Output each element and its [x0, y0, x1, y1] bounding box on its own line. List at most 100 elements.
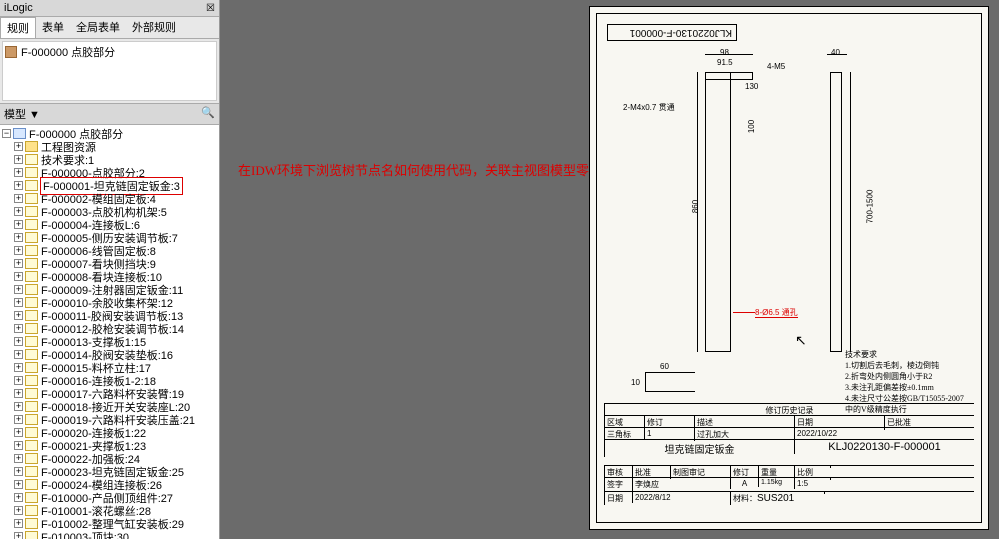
tab-forms[interactable]: 表单 — [36, 17, 70, 38]
dim-40: 40 — [831, 48, 840, 57]
model-panel: 模型 ▼ 🔍 −F-000000 点胶部分+工程图资源+技术要求:1+F-000… — [0, 103, 219, 539]
expand-icon[interactable]: + — [14, 298, 23, 307]
tb-company — [824, 492, 974, 494]
dimline-40 — [827, 54, 847, 55]
expand-icon[interactable]: + — [14, 194, 23, 203]
expand-icon[interactable]: + — [14, 493, 23, 502]
node-icon — [25, 375, 38, 386]
expand-icon[interactable]: − — [2, 129, 11, 138]
tb-role-lbl: 日期 — [604, 492, 632, 505]
treq-2: 2.折弯处内侧圆角小于R2 — [845, 371, 971, 382]
node-icon — [25, 453, 38, 464]
tb-blank2 — [830, 478, 974, 480]
search-icon[interactable]: 🔍 — [201, 106, 215, 122]
expand-icon[interactable]: + — [14, 480, 23, 489]
treq-title: 技术要求 — [845, 349, 971, 360]
dim-915: 91.5 — [717, 58, 733, 67]
canvas-area: 在IDW环境下浏览树节点名如何使用代码，关联主视图模型零件代号&描述， KLJ0… — [220, 0, 999, 539]
node-icon — [25, 505, 38, 516]
node-icon — [25, 466, 38, 477]
node-icon — [25, 362, 38, 373]
dimline-860 — [697, 72, 698, 352]
expand-icon[interactable]: + — [14, 207, 23, 216]
expand-icon[interactable]: + — [14, 181, 23, 190]
part-side — [830, 72, 842, 352]
expand-icon[interactable]: + — [14, 532, 23, 539]
dim-98: 98 — [720, 48, 729, 57]
treq-1: 1.切割后去毛刺，棱边倒钝 — [845, 360, 971, 371]
tb-wt-v: 1.15kg — [758, 478, 794, 487]
node-icon — [25, 349, 38, 360]
node-icon — [25, 180, 38, 191]
drawing-sheet: KLJ0220130-F-000001 98 91.5 4-M5 40 2-M4… — [589, 6, 989, 530]
node-icon — [25, 479, 38, 490]
expand-icon[interactable]: + — [14, 519, 23, 528]
expand-icon[interactable]: + — [14, 233, 23, 242]
drawing-viewport: 98 91.5 4-M5 40 2-M4x0.7 贯通 860 700-1500… — [605, 22, 973, 402]
node-icon — [25, 414, 38, 425]
dim-m4: 2-M4x0.7 贯通 — [623, 102, 675, 113]
node-icon — [25, 271, 38, 282]
left-panel: iLogic ☒ 规则 表单 全局表单 外部规则 F-000000 点胶部分 模… — [0, 0, 220, 539]
tab-rules[interactable]: 规则 — [0, 17, 36, 38]
dimline-700 — [850, 72, 851, 352]
node-icon — [25, 258, 38, 269]
expand-icon[interactable]: + — [14, 246, 23, 255]
expand-icon[interactable]: + — [14, 337, 23, 346]
dim-60: 60 — [660, 362, 669, 371]
expand-icon[interactable]: + — [14, 324, 23, 333]
node-icon — [25, 193, 38, 204]
tree-row[interactable]: +工程图资源 — [0, 140, 219, 153]
expand-icon[interactable]: + — [14, 311, 23, 320]
tb-scale-v: 1:5 — [794, 478, 830, 489]
expand-icon[interactable]: + — [14, 350, 23, 359]
expand-icon[interactable]: + — [14, 454, 23, 463]
tb-rev-appr-v — [884, 428, 974, 430]
treq-3: 3.未注孔距偏差按±0.1mm — [845, 382, 971, 393]
assembly-icon — [13, 128, 26, 139]
tb-mat-lbl: 材料： — [733, 493, 757, 504]
model-title[interactable]: 模型 ▼ — [4, 106, 40, 122]
tb-part-name: 坦克链固定钣金 — [604, 440, 794, 457]
expand-icon[interactable]: + — [14, 506, 23, 515]
ilogic-title-bar: iLogic ☒ — [0, 0, 219, 17]
node-icon — [25, 232, 38, 243]
expand-icon[interactable]: + — [14, 142, 23, 151]
drawing-border: KLJ0220130-F-000001 98 91.5 4-M5 40 2-M4… — [596, 13, 982, 523]
tab-global[interactable]: 全局表单 — [70, 17, 126, 38]
expand-icon[interactable]: + — [14, 272, 23, 281]
tab-external[interactable]: 外部规则 — [126, 17, 182, 38]
expand-icon[interactable]: + — [14, 285, 23, 294]
expand-icon[interactable]: + — [14, 376, 23, 385]
expand-icon[interactable]: + — [14, 220, 23, 229]
node-icon — [25, 388, 38, 399]
part-detail — [645, 372, 695, 392]
tb-code-a: A — [730, 478, 758, 489]
expand-icon[interactable]: + — [14, 402, 23, 411]
tb-role-date: 2022/8/12 — [632, 492, 730, 503]
expand-icon[interactable]: + — [14, 428, 23, 437]
node-icon — [25, 284, 38, 295]
node-icon — [25, 297, 38, 308]
expand-icon[interactable]: + — [14, 363, 23, 372]
expand-icon[interactable]: + — [14, 389, 23, 398]
node-icon — [25, 310, 38, 321]
node-icon — [25, 154, 38, 165]
expand-icon[interactable]: + — [14, 155, 23, 164]
tb-rev-date: 2022/10/22 — [794, 428, 884, 439]
expand-icon[interactable]: + — [14, 415, 23, 424]
hole-callout: 8-Ø6.5 通孔 — [755, 307, 798, 318]
expand-icon[interactable]: + — [14, 168, 23, 177]
dim-700: 700-1500 — [865, 190, 874, 224]
node-icon — [25, 323, 38, 334]
tb-rev-no: 1 — [644, 428, 694, 439]
expand-icon[interactable]: + — [14, 259, 23, 268]
dim-10: 10 — [631, 378, 640, 387]
close-icon[interactable]: ☒ — [206, 3, 215, 14]
expand-icon[interactable]: + — [14, 467, 23, 476]
expand-icon[interactable]: + — [14, 441, 23, 450]
model-tree[interactable]: −F-000000 点胶部分+工程图资源+技术要求:1+F-000000-点胶部… — [0, 125, 219, 539]
rule-item[interactable]: F-000000 点胶部分 — [5, 44, 214, 60]
tree-row[interactable]: + F-010003-顶块:30 — [0, 530, 219, 539]
tree-item-label: F-010003-顶块:30 — [40, 529, 130, 539]
